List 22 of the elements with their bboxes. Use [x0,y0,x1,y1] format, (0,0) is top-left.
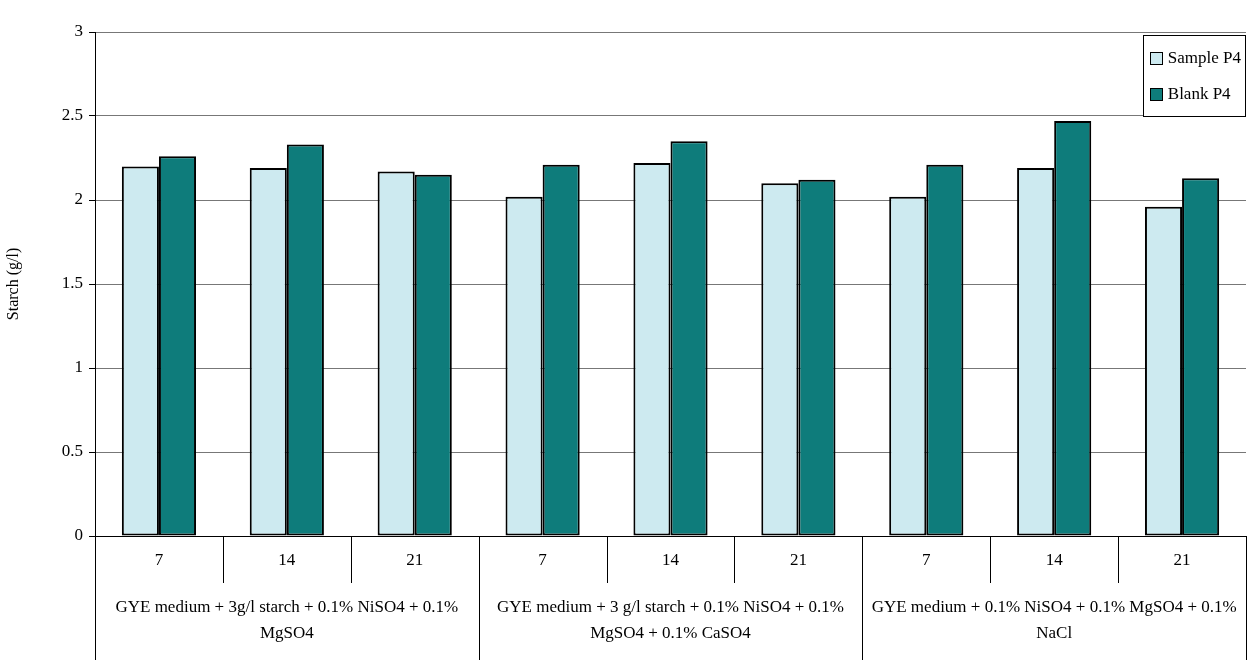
x-tick-label: 21 [406,549,424,569]
y-tick-label: 0.5 [61,441,83,461]
y-tick-label: 0 [74,525,83,545]
y-tick-label: 1.5 [61,273,83,293]
x-tick-label: 21 [1173,549,1191,569]
x-tick-label: 14 [662,549,680,569]
y-tick-label: 1 [74,357,83,377]
y-tick-label: 2 [74,189,83,209]
text: GYE medium + 3g/l starch + 0.1% NiSO4 + 0.1% MgSO4 [115,597,459,643]
legend-label: Sample P4 [1167,48,1241,68]
legend-label: Blank P4 [1167,84,1231,104]
x-tick-label: 7 [538,549,548,569]
x-tick-label: 14 [1045,549,1064,569]
x-tick-label: 14 [278,549,296,569]
x-tick-label: 7 [922,549,932,569]
y-axis-title: Starch (g/l) [3,247,22,321]
x-tick-label: 21 [789,549,807,569]
y-tick-label: 3 [74,21,83,41]
x-tick-label: 7 [154,549,164,569]
text: GYE medium + 0.1% NiSO4 + 0.1% MgSO4 + 0.1% NaCl [871,597,1237,643]
y-tick-label: 2.5 [61,105,83,125]
text: GYE medium + 3 g/l starch + 0.1% NiSO4 + 0.1% MgSO4 + 0.1% CaSO4 [496,597,845,643]
